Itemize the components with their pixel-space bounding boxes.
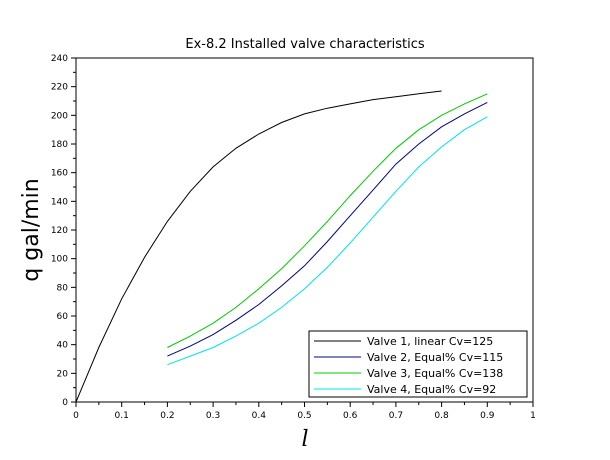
x-tick-label: 0.4 bbox=[252, 411, 267, 421]
x-tick-label: 0 bbox=[73, 411, 79, 421]
x-tick-label: 0.9 bbox=[480, 411, 495, 421]
x-tick-label: 0.7 bbox=[389, 411, 403, 421]
series-line-valve-2 bbox=[167, 101, 488, 357]
y-tick-label: 60 bbox=[57, 312, 69, 322]
axes: 0 20 40 60 80 100 120 140 160 180 200 220 240 0 0.1 0.2… bbox=[51, 54, 536, 421]
legend-entry-label: Valve 1, linear Cv=125 bbox=[367, 335, 493, 348]
y-tick-label: 240 bbox=[51, 54, 68, 64]
x-tick-label: 0.5 bbox=[297, 411, 311, 421]
x-tick-label: 0.6 bbox=[343, 411, 358, 421]
y-tick-label: 200 bbox=[51, 111, 68, 121]
series-line-valve-4 bbox=[167, 116, 488, 366]
legend-box bbox=[308, 330, 528, 398]
y-tick-label: 40 bbox=[57, 341, 69, 351]
y-tick-label: 120 bbox=[51, 226, 68, 236]
y-tick-label: 140 bbox=[51, 197, 68, 207]
y-tick-label: 160 bbox=[51, 169, 68, 179]
series-line-valve-3 bbox=[167, 93, 488, 348]
x-tick-label: 0.8 bbox=[434, 411, 449, 421]
y-tick-label: 180 bbox=[51, 140, 68, 150]
x-tick-label: 0.2 bbox=[160, 411, 174, 421]
legend: Valve 1, linear Cv=125 Valve 2, Equal% Cv… bbox=[308, 330, 528, 398]
series-lines bbox=[75, 90, 488, 403]
x-axis-label: l bbox=[301, 427, 308, 452]
y-tick-label: 80 bbox=[57, 283, 69, 293]
x-tick-label: 0.1 bbox=[115, 411, 129, 421]
y-tick-label: 0 bbox=[62, 398, 68, 408]
series-line-valve-1 bbox=[75, 90, 442, 403]
y-tick-label: 20 bbox=[57, 369, 69, 379]
y-axis-label: q gal/min bbox=[19, 178, 44, 281]
x-tick-label: 1 bbox=[530, 411, 536, 421]
x-tick-label: 0.3 bbox=[206, 411, 220, 421]
legend-entry-label: Valve 3, Equal% Cv=138 bbox=[367, 367, 503, 380]
y-tick-label: 100 bbox=[51, 255, 68, 265]
chart-title: Ex-8.2 Installed valve characteristics bbox=[185, 37, 425, 52]
legend-entry-label: Valve 2, Equal% Cv=115 bbox=[367, 351, 503, 364]
legend-entry-label: Valve 4, Equal% Cv=92 bbox=[367, 383, 496, 396]
y-tick-label: 220 bbox=[51, 83, 68, 93]
